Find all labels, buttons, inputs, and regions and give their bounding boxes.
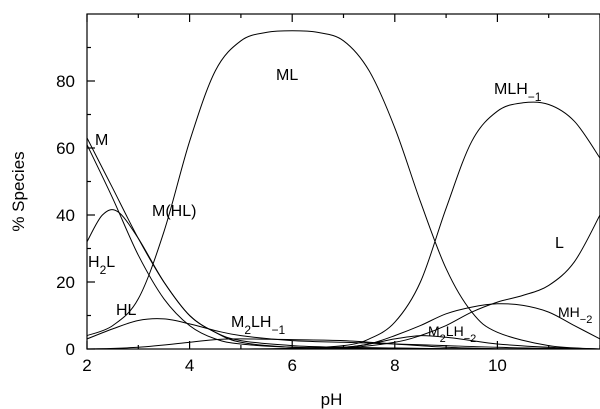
series-label-part: HL bbox=[116, 302, 137, 319]
series-label-part: ML bbox=[276, 67, 298, 84]
series-label-part: 2 bbox=[100, 263, 107, 277]
series-line-h2l bbox=[87, 144, 600, 349]
series-label-part: L bbox=[555, 235, 564, 252]
series-label-part: LH bbox=[446, 323, 464, 339]
series-label-part: M bbox=[231, 314, 244, 331]
series-label: M2LH−2 bbox=[428, 323, 476, 345]
series-label: H2L bbox=[88, 254, 115, 277]
series-label: M bbox=[95, 132, 108, 149]
series-line-ml bbox=[87, 30, 600, 349]
series-line-m2lh-2 bbox=[87, 335, 600, 349]
series-label: MLH−1 bbox=[494, 81, 542, 104]
series-label-part: −1 bbox=[528, 90, 542, 104]
series-line-mh-2 bbox=[87, 303, 600, 349]
x-tick-label: 2 bbox=[82, 356, 91, 375]
series-label: L bbox=[555, 235, 564, 252]
series-label: HL bbox=[116, 302, 137, 319]
series-label-part: 2 bbox=[244, 323, 251, 337]
series-label: ML bbox=[276, 67, 298, 84]
x-tick-label: 6 bbox=[287, 356, 296, 375]
series-label: M(HL) bbox=[152, 203, 196, 220]
series-label-part: L bbox=[106, 254, 115, 271]
series-line-hl bbox=[87, 318, 600, 349]
series-label-part: −1 bbox=[271, 323, 285, 337]
series-label: M2LH−1 bbox=[231, 314, 285, 337]
y-tick-label: 60 bbox=[56, 139, 75, 158]
series-label-part: −2 bbox=[580, 314, 593, 326]
series-line-mlh-1 bbox=[87, 101, 600, 349]
series-label-part: M(HL) bbox=[152, 203, 196, 220]
axes: 2 4 6 8 10 0 20 40 60 80 bbox=[56, 13, 600, 375]
series-label-part: M bbox=[95, 132, 108, 149]
series-label: MH−2 bbox=[558, 304, 592, 326]
y-tick-label: 40 bbox=[56, 206, 75, 225]
y-tick-label: 80 bbox=[56, 72, 75, 91]
series-line-m bbox=[87, 137, 600, 349]
series-label-part: H bbox=[88, 254, 100, 271]
series-label-part: MLH bbox=[494, 81, 528, 98]
species-curves bbox=[87, 30, 600, 349]
series-line-l bbox=[87, 214, 600, 349]
y-axis-label: % Species bbox=[9, 151, 28, 231]
y-tick-label: 0 bbox=[66, 340, 75, 359]
x-tick-label: 4 bbox=[185, 356, 194, 375]
x-tick-label: 8 bbox=[390, 356, 399, 375]
series-label-part: −2 bbox=[464, 333, 477, 345]
y-tick-label: 20 bbox=[56, 273, 75, 292]
series-line-m2lh-1 bbox=[87, 338, 600, 349]
series-label-part: LH bbox=[251, 314, 271, 331]
x-tick-label: 10 bbox=[488, 356, 507, 375]
series-label-part: 2 bbox=[440, 333, 446, 345]
series-label-part: M bbox=[428, 323, 440, 339]
series-label-part: MH bbox=[558, 304, 580, 320]
x-axis-label: pH bbox=[321, 390, 343, 409]
